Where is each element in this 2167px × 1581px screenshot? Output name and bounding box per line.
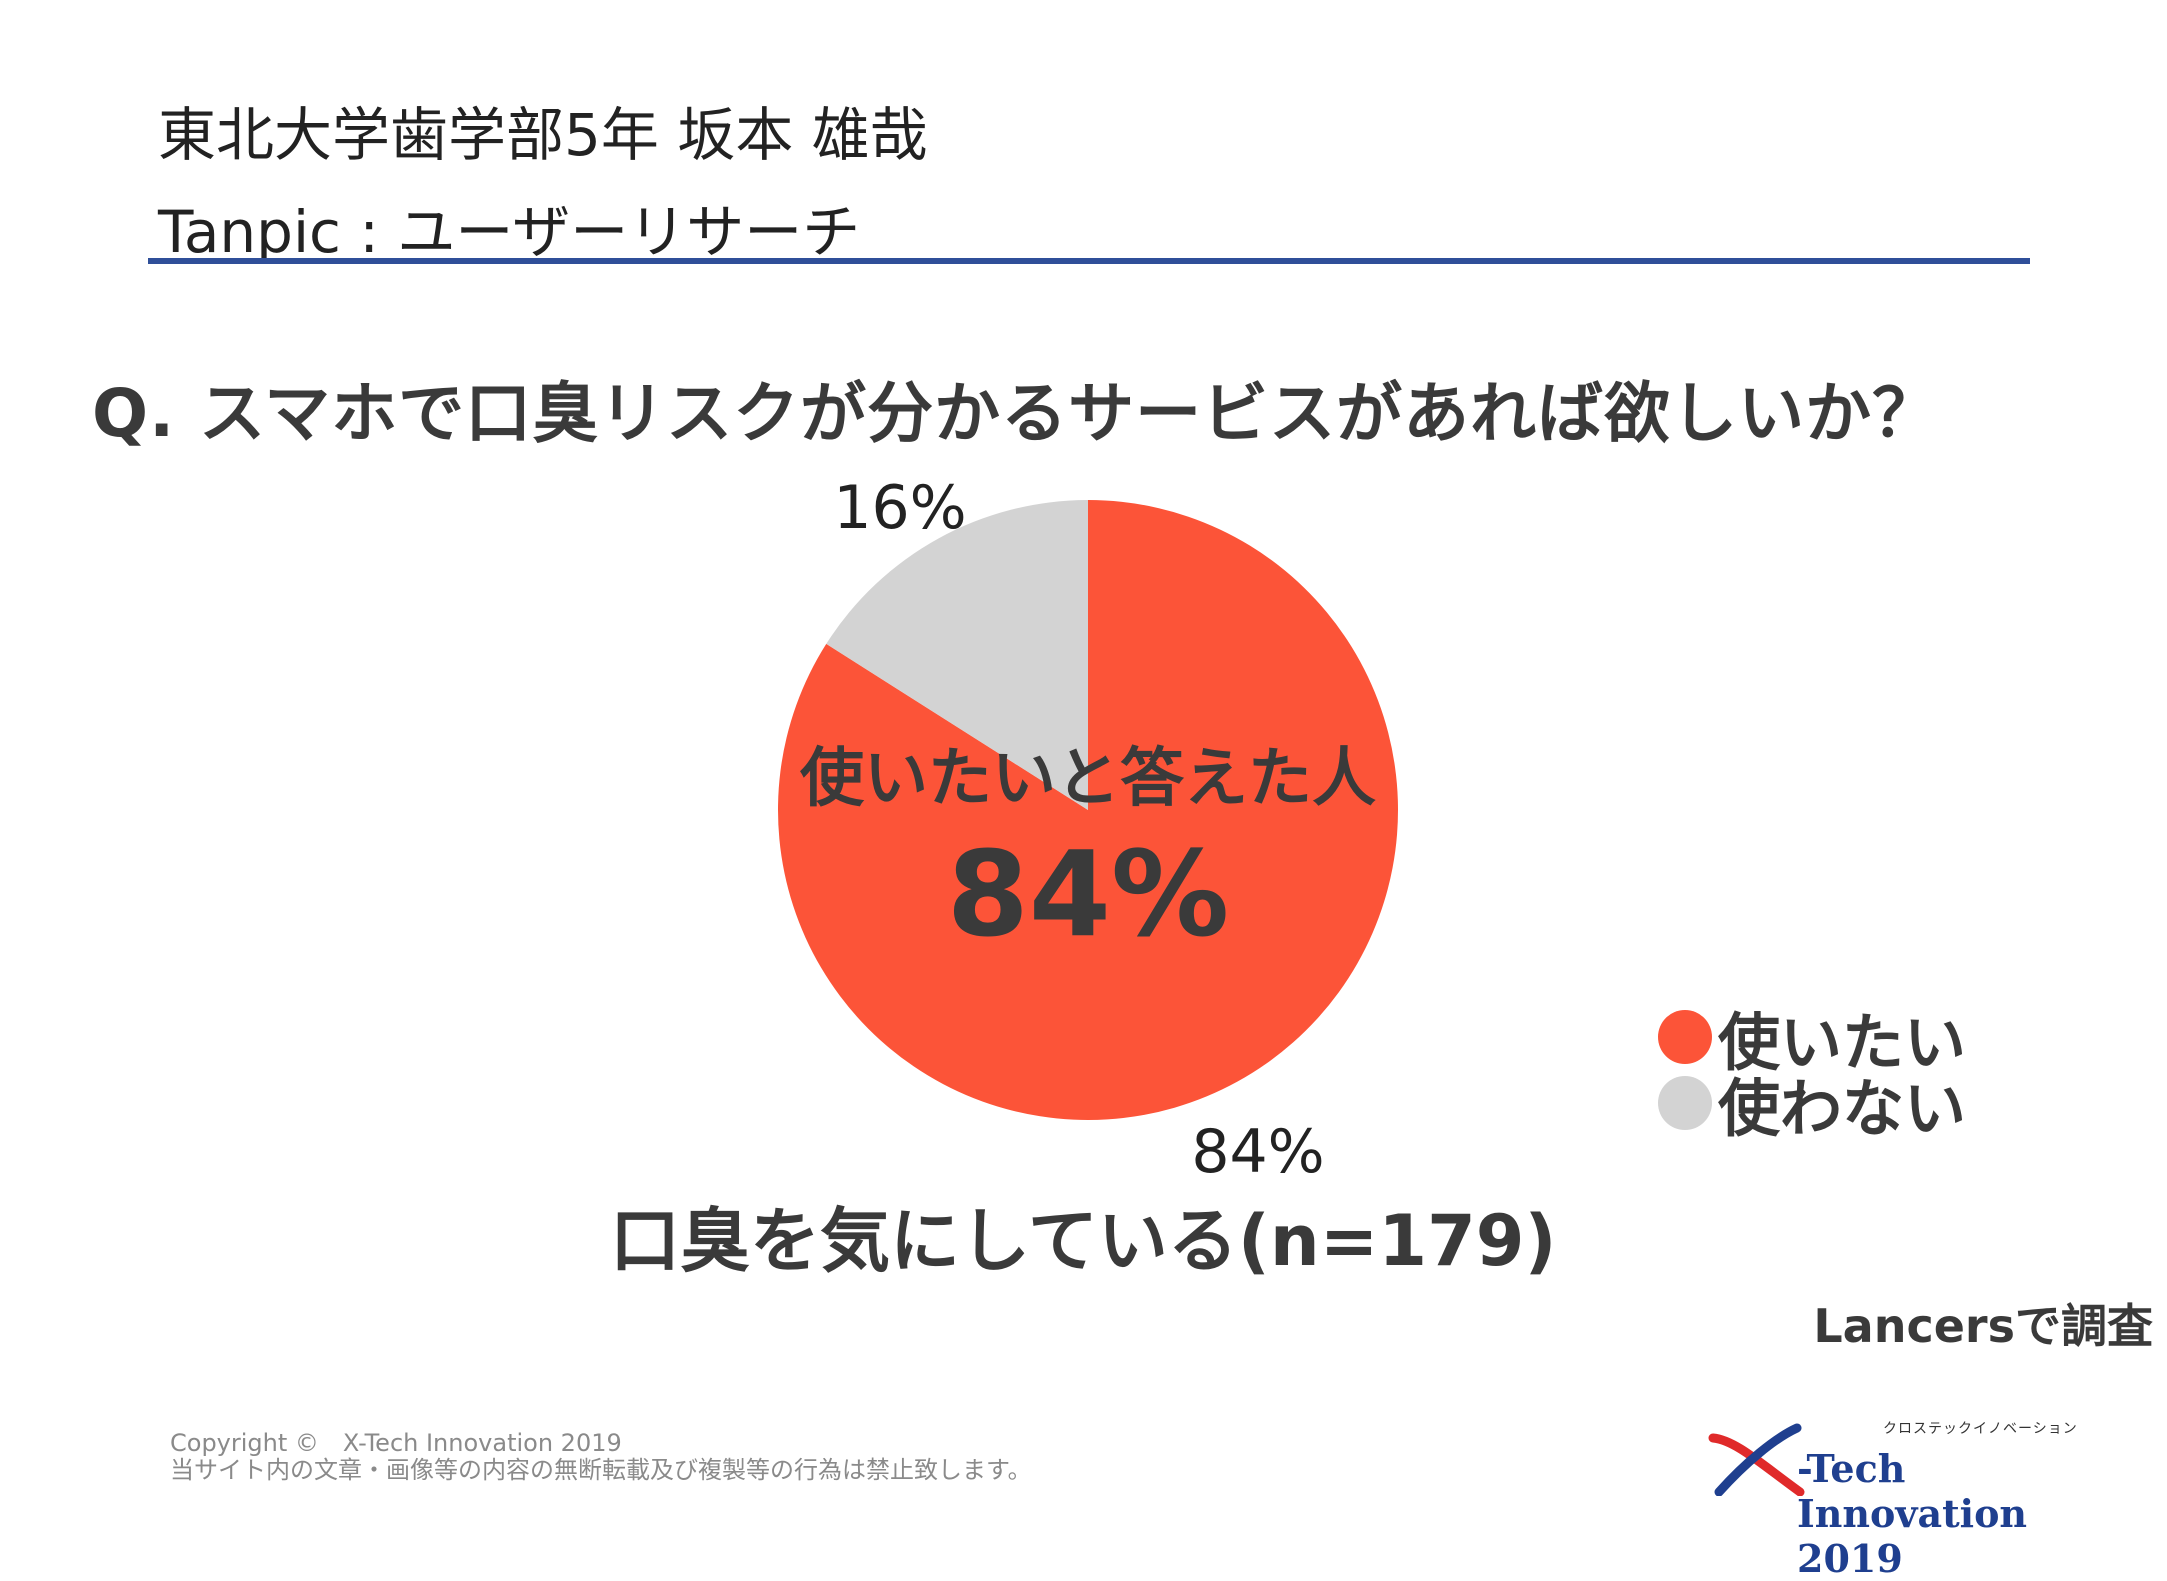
data-source: Lancersで調査 [1813,1299,2153,1353]
slice-label-want-use: 84% [1191,1117,1324,1187]
header-divider [148,258,2030,264]
sample-description: 口臭を気にしている(n=179) [610,1200,1557,1282]
pie-slice-want-use [777,500,1398,1120]
pie-slices [777,500,1398,1120]
logo-kana: クロステックイノベーション [1883,1421,2078,1437]
pie-slice-dont-use [826,500,1088,810]
copyright-notice: Copyright © X-Tech Innovation 2019 [170,1429,622,1457]
legend-item-want-use: 使いたい [1658,1004,1966,1079]
legend-swatch-want-use [1658,1010,1712,1064]
chart-center-value: 84% [947,825,1229,963]
legend-label-want-use: 使いたい [1718,1006,1967,1079]
pie-chart: 16% 84% 使いたいと答えた人 84% [777,473,1398,1187]
legend-label-dont-use: 使わない [1718,1072,1967,1145]
slice-label-dont-use: 16% [833,473,966,543]
x-mark-icon [1708,1423,1805,1496]
header-author: 東北大学歯学部5年 坂本 雄哉 [158,101,928,169]
logo-wordmark: -Tech Innovation 2019 [1797,1446,2028,1581]
header-topic: Tanpic : ユーザーリサーチ [158,198,861,266]
survey-question: Q. スマホで口臭リスクが分かるサービスがあれば欲しいか？ [92,375,1940,452]
xtech-logo: クロステックイノベーション -Tech Innovation 2019 [1705,1418,2125,1581]
copyright-disclaimer: 当サイト内の文章・画像等の内容の無断転載及び複製等の行為は禁止致します。 [170,1456,1032,1484]
legend-item-dont-use: 使わない [1658,1070,1966,1145]
legend-swatch-dont-use [1658,1076,1712,1130]
chart-center-caption: 使いたいと答えた人 [800,742,1376,816]
